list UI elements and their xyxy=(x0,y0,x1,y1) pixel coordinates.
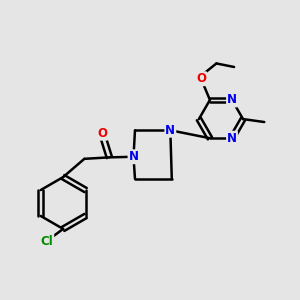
Text: Cl: Cl xyxy=(40,235,53,248)
Text: O: O xyxy=(97,127,107,140)
Text: N: N xyxy=(128,150,139,163)
Text: N: N xyxy=(227,94,237,106)
Text: O: O xyxy=(196,72,206,85)
Text: N: N xyxy=(227,132,237,145)
Text: N: N xyxy=(165,124,175,137)
